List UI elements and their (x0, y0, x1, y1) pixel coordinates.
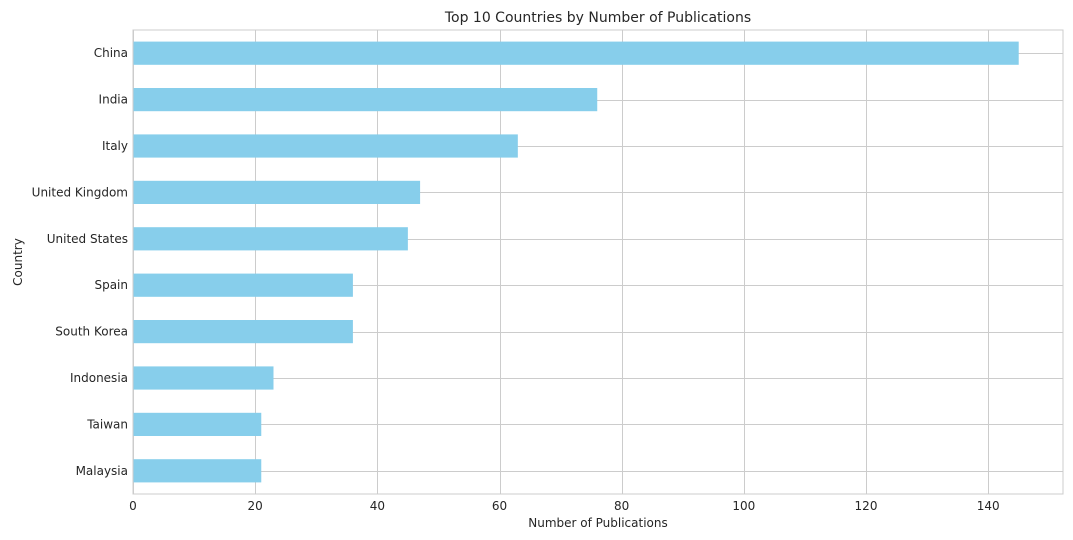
bar-spain (133, 273, 353, 297)
y-tick-label: Indonesia (70, 371, 128, 385)
x-tick-label: 0 (129, 499, 137, 513)
bar-south-korea (133, 320, 353, 344)
y-tick-labels: China India Italy United Kingdom United Stat… (32, 46, 128, 478)
y-tick-label: India (99, 93, 128, 107)
bar-united-states (133, 227, 408, 251)
y-tick-label: United Kingdom (32, 185, 128, 199)
bar-taiwan (133, 412, 262, 436)
bar-china (133, 41, 1019, 65)
x-tick-label: 80 (614, 499, 629, 513)
x-tick-label: 60 (492, 499, 507, 513)
bar-malaysia (133, 459, 262, 483)
x-tick-labels: 0 20 40 60 80 100 120 140 (129, 499, 999, 513)
bar-layer (133, 41, 1019, 483)
y-tick-label: South Korea (55, 325, 128, 339)
y-tick-label: Malaysia (76, 464, 128, 478)
x-tick-label: 40 (370, 499, 385, 513)
bar-united-kingdom (133, 180, 421, 204)
x-tick-label: 100 (732, 499, 755, 513)
y-tick-label: Taiwan (86, 417, 128, 431)
bar-italy (133, 134, 518, 158)
chart-title: Top 10 Countries by Number of Publicatio… (444, 10, 751, 26)
x-tick-label: 20 (248, 499, 263, 513)
x-axis-label: Number of Publications (528, 516, 668, 530)
bar-indonesia (133, 366, 274, 390)
y-tick-label: United States (47, 232, 128, 246)
y-axis-label: Country (11, 238, 25, 286)
y-tick-label: Spain (94, 278, 128, 292)
bar-india (133, 88, 598, 112)
plot-frame (132, 29, 1064, 495)
x-tick-label: 120 (855, 499, 878, 513)
y-tick-label: China (94, 46, 128, 60)
y-tick-label: Italy (102, 139, 128, 153)
x-tick-label: 140 (977, 499, 1000, 513)
